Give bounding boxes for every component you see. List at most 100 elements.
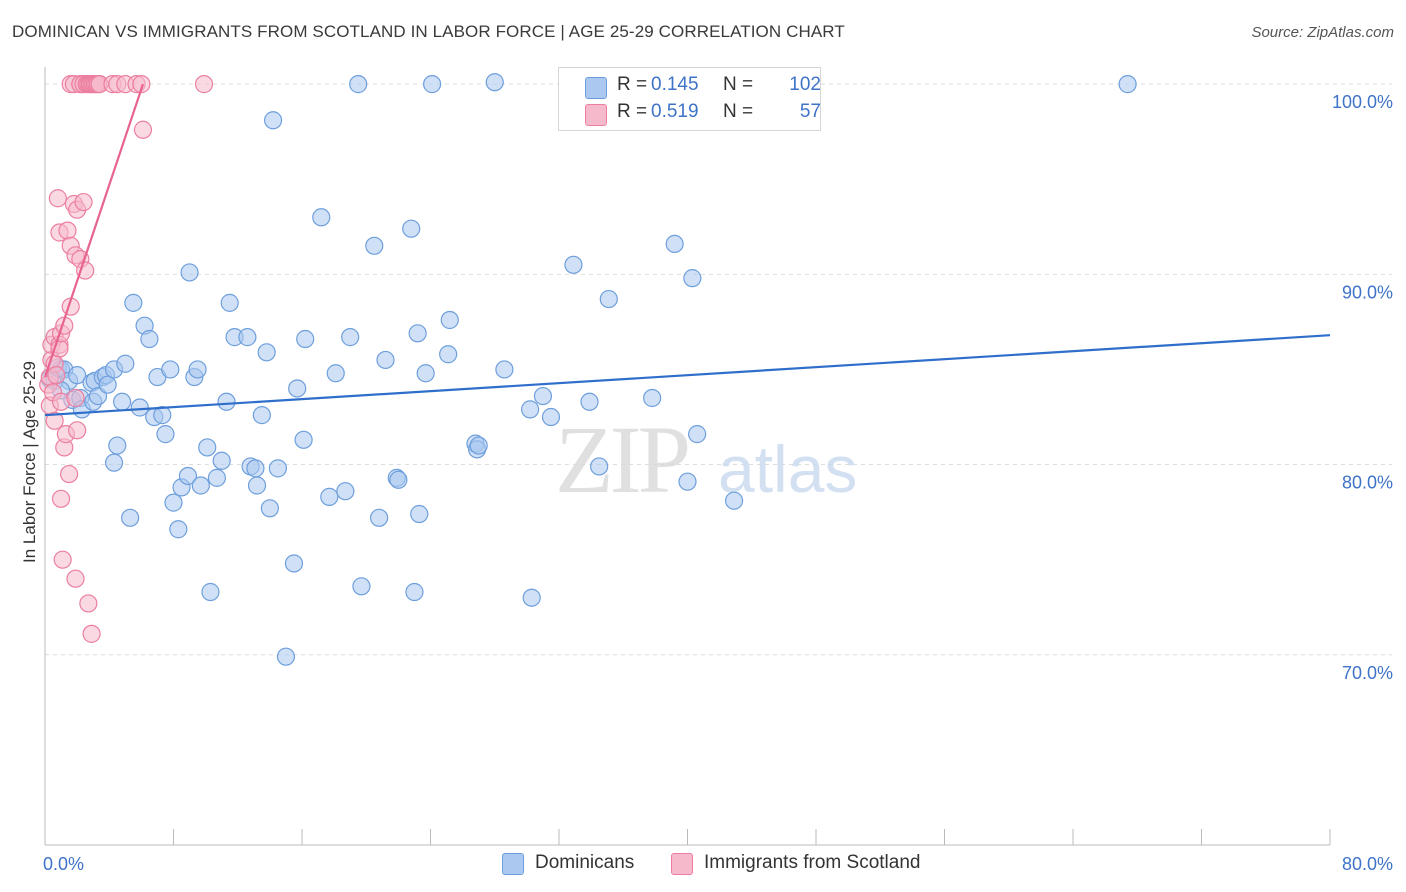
dominicans-point (599, 289, 618, 309)
blue-swatch (502, 853, 524, 875)
dominicans-point (207, 468, 226, 487)
scotland-point (53, 550, 72, 569)
dominicans-point (683, 269, 702, 288)
dominicans-point (296, 329, 315, 349)
dominicans-point (68, 366, 87, 385)
dominicans-point (495, 360, 514, 379)
legend-label: Immigrants from Scotland (704, 852, 921, 873)
dominicans-point (408, 324, 427, 343)
dominicans-point (352, 577, 371, 596)
n-value: 57 (799, 101, 821, 122)
dominicans-point (212, 451, 231, 470)
dominicans-point (416, 364, 435, 383)
dominicans-point (440, 310, 459, 330)
dominicans-point (161, 360, 180, 379)
tick-labels: 100.0% 90.0% 80.0% 70.0% 0.0% 80.0% (43, 92, 1393, 874)
dominicans-point (341, 328, 360, 347)
dominicans-point (326, 364, 345, 383)
r-label: R = (617, 74, 648, 95)
dominicans-point (541, 407, 561, 427)
dominicans-point (370, 508, 389, 527)
source-credit: Source: ZipAtlas.com (1251, 24, 1394, 41)
scotland-point (133, 120, 153, 139)
dominicans-point (365, 236, 384, 255)
gridlines (45, 83, 1392, 656)
dominicans-point (252, 406, 271, 425)
dominicans-trendline (44, 334, 1331, 417)
scotland-point (194, 75, 214, 94)
trendlines (43, 83, 1331, 417)
dominicans-point (108, 436, 127, 455)
dominicans-point (191, 476, 210, 495)
pink-swatch (585, 104, 607, 126)
dominicans-point (178, 466, 198, 486)
dominicans-point (402, 219, 421, 238)
n-label: N = (723, 74, 754, 95)
dominicans-point (533, 386, 553, 406)
dominicans-point (469, 436, 488, 455)
r-value: 0.519 (651, 101, 699, 122)
dominicans-point (643, 388, 662, 408)
x-tick-label: 80.0% (1342, 854, 1393, 874)
dominicans-point (389, 470, 408, 489)
dominicans-point (156, 425, 175, 444)
n-label: N = (723, 101, 754, 122)
chart-title: DOMINICAN VS IMMIGRANTS FROM SCOTLAND IN… (12, 22, 845, 41)
dominicans-point (665, 234, 684, 254)
y-tick-label: 100.0% (1332, 92, 1393, 112)
dominicans-point (522, 588, 541, 607)
dominicans-point (112, 392, 132, 411)
dominicans-point (201, 582, 220, 602)
y-tick-label: 90.0% (1342, 282, 1393, 302)
n-value: 102 (789, 74, 821, 95)
dominicans-point (320, 487, 339, 506)
scotland-point (51, 489, 71, 508)
dominicans-point (153, 406, 172, 425)
watermark-zip: ZIP (555, 406, 688, 513)
dominicans-point (520, 400, 540, 419)
dominicans-point (257, 343, 276, 362)
dominicans-point (485, 73, 504, 92)
dominicans-point (284, 554, 304, 573)
axes (44, 67, 1331, 846)
scotland-point (82, 624, 101, 643)
legend-label: Dominicans (535, 852, 635, 873)
dominicans-point (276, 647, 296, 666)
dominicans-point (140, 329, 159, 349)
dominicans-point (164, 493, 183, 512)
scotland-point (47, 366, 66, 385)
stats-legend: R = 0.145 N = 102 R = 0.519 N = 57 (558, 67, 821, 131)
dominicans-point (423, 75, 442, 94)
dominicans-point (312, 208, 331, 227)
dominicans-point (130, 398, 149, 417)
dominicans-point (688, 425, 707, 444)
scotland-trendline (43, 83, 145, 378)
r-value: 0.145 (651, 74, 699, 95)
scotland-point (79, 594, 98, 613)
dominicans-point (124, 293, 143, 312)
dominicans-point (288, 379, 307, 398)
dominicans-point (336, 482, 355, 501)
dominicans-point (439, 345, 458, 364)
scotland-point (68, 421, 87, 440)
dominicans-point (410, 504, 429, 524)
scotland-points (39, 75, 214, 643)
dominicans-point (121, 508, 140, 527)
watermark-atlas: atlas (718, 432, 857, 506)
scotland-point (132, 75, 151, 94)
dominicans-point (349, 75, 368, 94)
scotland-point (66, 388, 85, 408)
scotland-point (58, 221, 77, 240)
dominicans-point (294, 430, 313, 449)
dominicans-point (678, 472, 697, 491)
r-label: R = (617, 101, 648, 122)
scotland-point (59, 464, 79, 484)
scotland-point (45, 411, 64, 430)
dominicans-point (188, 360, 207, 379)
dominicans-point (98, 375, 117, 394)
dominicans-point (1118, 75, 1137, 94)
dominicans-point (238, 328, 257, 347)
scotland-point (48, 189, 67, 208)
dominicans-point (104, 453, 124, 472)
